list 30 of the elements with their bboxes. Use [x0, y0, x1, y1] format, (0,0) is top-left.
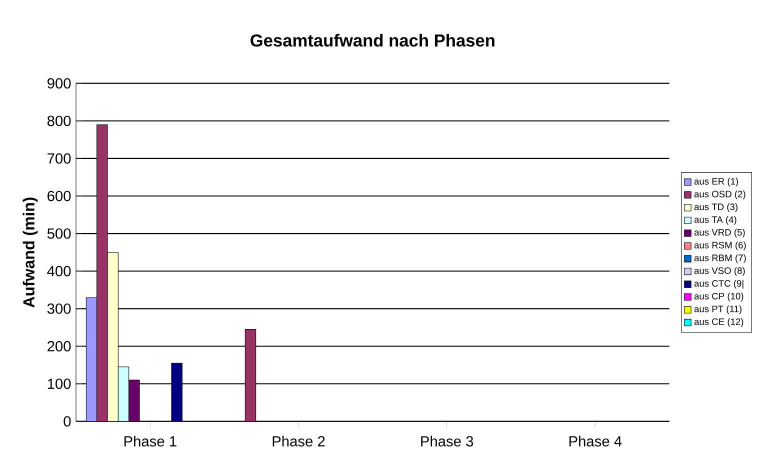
x-tick-label: Phase 2 — [272, 436, 325, 447]
bar — [244, 329, 256, 422]
x-tick-label: Phase 1 — [124, 436, 176, 447]
x-tick-label: Phase 4 — [569, 436, 622, 447]
legend-label: aus TA (4) — [694, 216, 736, 225]
legend-label: aus TD (3) — [694, 203, 738, 212]
legend-label: aus PT (11) — [694, 305, 742, 314]
legend-label: aus ER (1) — [694, 178, 738, 186]
legend-label: aus VSO (8) — [694, 267, 745, 276]
bar — [96, 124, 108, 422]
legend-label: aus RBM (7) — [694, 254, 746, 264]
y-tick-label: 600 — [48, 190, 71, 202]
legend-label: aus CE (12) — [694, 318, 744, 327]
legend-label: aus OSD (2) — [694, 190, 746, 200]
y-tick-label: 700 — [48, 153, 71, 164]
legend-label: aus VRD (5) — [694, 228, 745, 238]
legend-label: aus CP (10) — [694, 292, 744, 302]
chart-title: Gesamtaufwand nach Phasen — [250, 34, 494, 47]
y-tick-label: 300 — [47, 303, 71, 314]
legend-label: aus CTC (9| — [694, 280, 744, 289]
x-tick-label: Phase 3 — [421, 436, 474, 447]
y-axis-title: Aufwand (min) — [22, 198, 38, 308]
y-tick-label: 0 — [64, 416, 71, 427]
y-tick-label: 400 — [47, 266, 71, 276]
legend-label: aus RSM (6) — [694, 242, 746, 250]
y-tick-label: 200 — [48, 341, 71, 352]
y-tick-label: 800 — [47, 116, 71, 126]
y-tick-label: 100 — [48, 378, 71, 389]
y-tick-label: 500 — [47, 228, 71, 239]
y-tick-label: 900 — [48, 78, 71, 89]
